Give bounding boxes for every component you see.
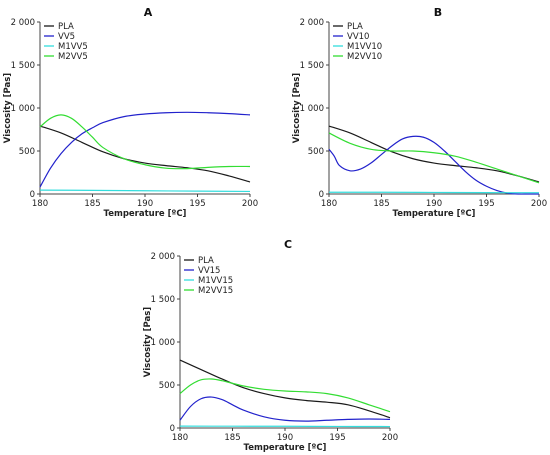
x-tick-label: 185	[84, 199, 100, 209]
x-tick-label: 200	[531, 199, 547, 209]
y-tick-label: 500	[159, 381, 175, 391]
x-tick-label: 200	[242, 199, 258, 209]
legend-entry: VV10	[347, 32, 369, 42]
y-tick-label: 500	[19, 147, 35, 157]
x-tick-label: 190	[277, 433, 293, 443]
series-line-m2vv15	[179, 378, 391, 413]
series-line-m2vv5	[39, 114, 251, 170]
y-axis-title: Viscosity [Pas]	[3, 73, 13, 143]
legend-entry: PLA	[198, 256, 214, 266]
y-tick-label: 1 000	[300, 104, 324, 114]
x-axis-title: Temperature [ºC]	[393, 209, 476, 219]
legend-entry: M1VV10	[347, 42, 382, 52]
series-line-m1vv5	[39, 189, 251, 193]
x-tick-label: 180	[172, 433, 188, 443]
y-tick-label: 2 000	[151, 252, 175, 262]
panel-label: A	[144, 6, 153, 19]
x-axis-title: Temperature [ºC]	[244, 443, 327, 453]
series-line-pla	[328, 125, 540, 183]
x-tick-label: 190	[426, 199, 442, 209]
x-tick-label: 180	[321, 199, 337, 209]
y-tick-label: 2 000	[11, 18, 35, 28]
legend-entry: M2VV10	[347, 52, 382, 62]
x-tick-label: 200	[382, 433, 398, 443]
chart-panel-b: B 0 500 1 000 1 500 2 000 180 185 190 195 200 Tempe…	[292, 6, 547, 219]
legend-entry: PLA	[58, 22, 74, 32]
panel-label: B	[434, 6, 442, 19]
y-axis-title: Viscosity [Pas]	[143, 307, 153, 377]
series-line-vv5	[39, 111, 251, 188]
x-tick-label: 180	[32, 199, 48, 209]
series-line-m2vv10	[328, 132, 540, 184]
chart-panel-a: A 0 500 1 000 1 500 2 000 180 185 190 195 200 Tempe…	[3, 6, 258, 219]
y-tick-label: 1 000	[11, 104, 35, 114]
legend-entry: VV5	[58, 32, 75, 42]
legend-entry: VV15	[198, 266, 220, 276]
legend-entry: PLA	[347, 22, 363, 32]
x-tick-label: 190	[137, 199, 153, 209]
y-tick-label: 1 500	[300, 61, 324, 71]
y-tick-label: 1 500	[151, 295, 175, 305]
legend-entry: M2VV5	[58, 52, 88, 62]
y-tick-label: 2 000	[300, 18, 324, 28]
y-tick-label: 1 500	[11, 61, 35, 71]
x-tick-label: 195	[478, 199, 494, 209]
series-line-pla	[179, 359, 391, 419]
legend-entry: M1VV15	[198, 276, 233, 286]
series-line-vv10	[328, 135, 539, 195]
y-tick-label: 500	[308, 147, 324, 157]
x-axis-title: Temperature [ºC]	[104, 209, 187, 219]
legend-entry: M1VV5	[58, 42, 88, 52]
series-line-pla	[39, 125, 251, 183]
chart-panel-c: C 0 500 1 000 1 500 2 000 180 185 190 195 200 Tempe…	[143, 238, 398, 453]
y-tick-label: 0	[170, 424, 175, 434]
panel-label: C	[284, 238, 292, 251]
y-axis-title: Viscosity [Pas]	[292, 73, 302, 143]
y-tick-label: 1 000	[151, 338, 175, 348]
legend-entry: M2VV15	[198, 286, 233, 296]
x-tick-label: 185	[224, 433, 240, 443]
series-line-vv15	[179, 396, 391, 422]
x-tick-label: 185	[373, 199, 389, 209]
x-tick-label: 195	[329, 433, 345, 443]
y-tick-label: 0	[319, 190, 324, 200]
x-tick-label: 195	[189, 199, 205, 209]
y-tick-label: 0	[30, 190, 35, 200]
